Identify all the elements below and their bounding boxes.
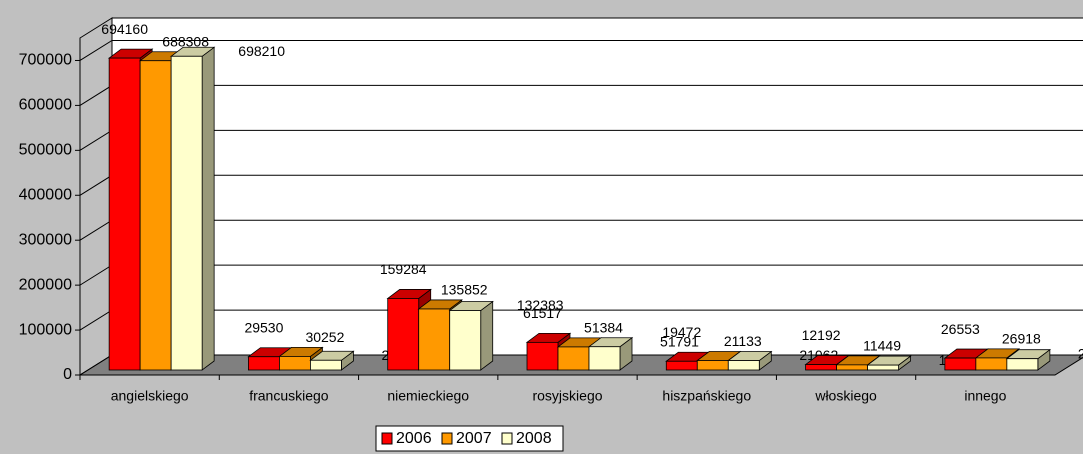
value-label: 26553 bbox=[941, 321, 980, 337]
value-label: 61517 bbox=[523, 305, 562, 321]
value-label: 694160 bbox=[101, 21, 148, 37]
value-label: 21133 bbox=[724, 333, 762, 349]
bar-front bbox=[526, 341, 559, 371]
bar-front bbox=[170, 55, 203, 371]
legend-swatch bbox=[501, 432, 513, 445]
bar-side bbox=[480, 300, 494, 371]
value-label: 688308 bbox=[162, 33, 209, 49]
legend-label: 2006 bbox=[396, 430, 432, 447]
bar-front bbox=[139, 60, 172, 371]
bar-front bbox=[588, 346, 621, 371]
bar-front bbox=[975, 357, 1008, 371]
value-label: 51791 bbox=[660, 333, 699, 349]
y-tick-label: 100000 bbox=[19, 321, 72, 338]
legend: 2006 2007 2008 bbox=[375, 425, 564, 452]
bar bbox=[727, 350, 773, 371]
x-tick-label: francuskiego bbox=[249, 388, 329, 404]
y-tick-label: 700000 bbox=[19, 52, 72, 69]
bar-front bbox=[310, 359, 342, 371]
y-tick-label: 300000 bbox=[19, 231, 72, 248]
bar-front bbox=[665, 360, 698, 371]
value-label: 12192 bbox=[802, 327, 841, 343]
value-label: 698210 bbox=[238, 43, 285, 59]
bar-side bbox=[201, 46, 215, 371]
value-label: 30252 bbox=[305, 329, 344, 345]
bar-front bbox=[108, 57, 141, 371]
bar-front bbox=[557, 346, 590, 371]
bar-front bbox=[805, 364, 837, 371]
bar-front bbox=[248, 356, 280, 371]
legend-label: 2007 bbox=[456, 430, 492, 447]
y-tick-label: 500000 bbox=[19, 142, 72, 159]
value-label: 19472 bbox=[662, 324, 701, 340]
x-tick-label: niemieckiego bbox=[387, 388, 469, 404]
bar bbox=[309, 350, 355, 371]
bar-front bbox=[696, 360, 729, 371]
bar-front bbox=[449, 310, 482, 371]
legend-swatch bbox=[441, 432, 453, 445]
y-tick-label: 200000 bbox=[19, 276, 72, 293]
bar-front bbox=[418, 308, 451, 371]
bar-front bbox=[867, 364, 899, 371]
bar bbox=[587, 336, 634, 371]
value-label: 26918 bbox=[1002, 331, 1041, 347]
legend-box bbox=[375, 425, 564, 452]
y-tick-label: 400000 bbox=[19, 186, 72, 203]
y-tick-label: 600000 bbox=[19, 97, 72, 114]
bar-front bbox=[387, 298, 420, 371]
grid-line bbox=[79, 39, 1083, 61]
legend-swatch bbox=[381, 432, 393, 445]
bar-front bbox=[836, 364, 868, 371]
bar bbox=[866, 355, 912, 371]
back-wall bbox=[111, 17, 1083, 356]
side-wall bbox=[79, 17, 113, 376]
value-label: 132383 bbox=[517, 297, 564, 313]
x-tick-label: włoskiego bbox=[814, 388, 877, 404]
bar-front bbox=[944, 357, 977, 371]
value-label: 29530 bbox=[244, 319, 283, 335]
bar-front bbox=[1006, 358, 1039, 371]
value-label: 159284 bbox=[380, 261, 427, 277]
x-tick-label: angielskiego bbox=[111, 388, 189, 404]
bar-front bbox=[279, 356, 311, 371]
bar bbox=[169, 46, 216, 371]
x-tick-label: hiszpańskiego bbox=[662, 388, 751, 404]
x-tick-label: rosyjskiego bbox=[532, 388, 602, 404]
value-label: 51384 bbox=[584, 320, 623, 336]
bar bbox=[448, 300, 494, 371]
bar-front bbox=[727, 360, 760, 371]
value-label: 11449 bbox=[863, 338, 901, 354]
value-label: 135852 bbox=[441, 282, 488, 298]
value-label: 25138 bbox=[1078, 345, 1083, 361]
x-tick-label: innego bbox=[964, 388, 1006, 404]
legend-label: 2008 bbox=[516, 430, 552, 447]
bar bbox=[1005, 348, 1052, 371]
y-tick-label: 0 bbox=[63, 366, 72, 383]
